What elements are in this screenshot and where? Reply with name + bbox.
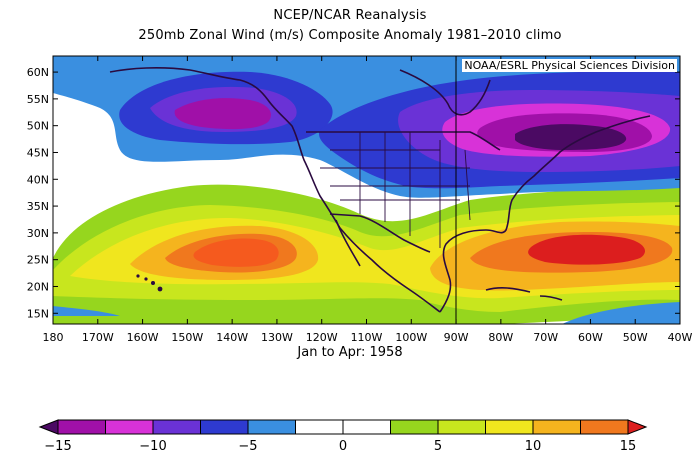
chart-title: NCEP/NCAR Reanalysis [273, 8, 427, 23]
colorbar-label: 0 [339, 439, 347, 454]
lon-tick-label: 130W [261, 331, 293, 344]
longitude-axis: 180 170W 160W 150W 140W 130W 120W 110W 100W 90W 80… [43, 56, 693, 344]
colorbar-swatch [342, 419, 391, 435]
colorbar-swatch [152, 419, 201, 435]
colorbar-label: 10 [525, 439, 542, 454]
lat-tick-label: 15N [27, 307, 49, 320]
lat-tick-label: 55N [27, 93, 49, 106]
lat-tick-label: 20N [27, 280, 49, 293]
lat-tick-label: 40N [27, 173, 49, 186]
lon-tick-label: 170W [82, 331, 114, 344]
colorbar-swatch [532, 419, 581, 435]
lon-tick-label: 140W [216, 331, 248, 344]
lon-tick-label: 90W [444, 331, 469, 344]
colorbar-arrow-low [38, 419, 59, 435]
colorbar-swatch [200, 419, 249, 435]
lon-tick-label: 60W [578, 331, 603, 344]
lon-tick-label: 70W [533, 331, 558, 344]
lon-tick-label: 180 [43, 331, 64, 344]
lon-tick-label: 100W [395, 331, 427, 344]
lat-tick-label: 50N [27, 120, 49, 133]
lat-tick-label: 30N [27, 227, 49, 240]
latitude-axis: 60N 55N 50N 45N 40N 35N 30N 25N 20N 15N [27, 66, 680, 320]
lat-tick-label: 35N [27, 200, 49, 213]
lon-tick-label: 120W [306, 331, 338, 344]
colorbar-swatch [485, 419, 534, 435]
lat-tick-label: 25N [27, 254, 49, 267]
colorbar-swatch [390, 419, 439, 435]
colorbar-swatch [580, 419, 629, 435]
lon-tick-label: 150W [171, 331, 203, 344]
credit-label: NOAA/ESRL Physical Sciences Division [462, 59, 677, 72]
lon-tick-label: 110W [351, 331, 383, 344]
period-label: Jan to Apr: 1958 [297, 345, 403, 360]
colorbar-label: −15 [44, 439, 71, 454]
colorbar-swatch [247, 419, 296, 435]
chart-subtitle: 250mb Zonal Wind (m/s) Composite Anomaly… [138, 28, 562, 43]
colorbar-swatch [437, 419, 486, 435]
colorbar-swatch [105, 419, 154, 435]
lat-tick-label: 45N [27, 146, 49, 159]
colorbar-label: −10 [139, 439, 166, 454]
lon-tick-label: 40W [668, 331, 693, 344]
colorbar-arrow-high [627, 419, 648, 435]
lat-tick-label: 60N [27, 66, 49, 79]
colorbar-swatch [295, 419, 344, 435]
colorbar: −15 −10 −5 0 5 10 15 [38, 419, 648, 454]
colorbar-label: −5 [238, 439, 257, 454]
lon-tick-label: 80W [488, 331, 513, 344]
lon-tick-label: 160W [127, 331, 159, 344]
colorbar-swatch [57, 419, 106, 435]
lon-tick-label: 50W [623, 331, 648, 344]
colorbar-label: 15 [620, 439, 637, 454]
colorbar-label: 5 [434, 439, 442, 454]
